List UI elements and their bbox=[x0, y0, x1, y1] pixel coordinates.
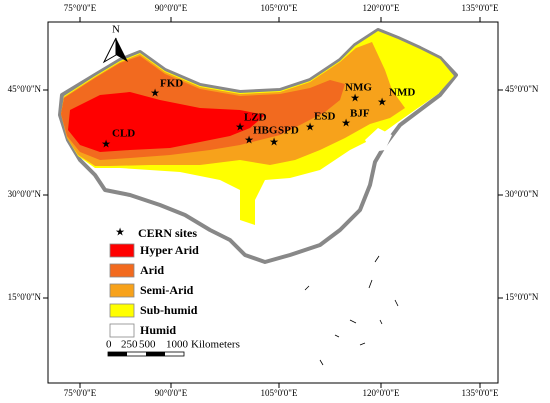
site-marker: ★ bbox=[244, 135, 254, 147]
latitude-label: 45°0'0"N bbox=[505, 84, 539, 94]
latitude-label: 45°0'0"N bbox=[8, 84, 42, 94]
site-marker: ★ bbox=[305, 122, 315, 134]
legend-label: Sub-humid bbox=[140, 303, 198, 317]
latitude-label: 30°0'0"N bbox=[8, 189, 42, 199]
graticule-labels: 75°0'0"E 90°0'0"E 105°0'0"E 120°0'0"E 135°0'… bbox=[8, 3, 539, 398]
legend-label: Semi-Arid bbox=[140, 283, 194, 297]
site-label: LZD bbox=[244, 112, 267, 124]
legend-marker: ★ bbox=[115, 227, 125, 239]
legend-swatch bbox=[109, 323, 135, 338]
site-marker: ★ bbox=[101, 139, 111, 151]
scale-label: Kilometers bbox=[191, 339, 240, 351]
legend-swatch bbox=[109, 263, 135, 278]
longitude-label: 135°0'0"E bbox=[462, 388, 499, 398]
site-label: SPD bbox=[278, 125, 299, 137]
region-polygons bbox=[58, 28, 458, 264]
legend-label: CERN sites bbox=[138, 226, 197, 240]
site-marker: ★ bbox=[150, 88, 160, 100]
longitude-label: 120°0'0"E bbox=[363, 388, 400, 398]
latitude-label: 30°0'0"N bbox=[505, 189, 539, 199]
site-label: NMD bbox=[389, 87, 415, 99]
longitude-label: 90°0'0"E bbox=[155, 3, 188, 13]
legend-label: Humid bbox=[140, 323, 176, 337]
north-label: N bbox=[112, 24, 120, 36]
legend-swatch bbox=[109, 243, 135, 258]
site-label: HBG bbox=[253, 125, 278, 137]
islands bbox=[304, 255, 399, 366]
site-marker: ★ bbox=[269, 137, 279, 149]
longitude-label: 90°0'0"E bbox=[155, 388, 188, 398]
site-label: BJF bbox=[350, 108, 370, 120]
site-label: NMG bbox=[345, 82, 372, 94]
scale-label: 0 bbox=[106, 339, 112, 351]
site-marker: ★ bbox=[350, 93, 360, 105]
latitude-label: 15°0'0"N bbox=[505, 292, 539, 302]
site-label: ESD bbox=[314, 111, 335, 123]
bohai-sea bbox=[365, 128, 392, 152]
legend-label: Hyper Arid bbox=[140, 243, 199, 257]
longitude-label: 105°0'0"E bbox=[261, 388, 298, 398]
longitude-label: 75°0'0"E bbox=[64, 3, 97, 13]
site-label: CLD bbox=[112, 128, 135, 140]
scale-label: 1000 bbox=[166, 339, 189, 351]
graticule-ticks bbox=[43, 17, 503, 388]
hyper-arid-zone bbox=[68, 92, 265, 152]
site-marker: ★ bbox=[235, 122, 245, 134]
sites: ★ CLD ★ FKD ★ LZD ★ HBG ★ SPD ★ ESD ★ BJ… bbox=[101, 78, 415, 151]
legend-label: Arid bbox=[140, 263, 164, 277]
site-label: FKD bbox=[160, 78, 183, 90]
site-marker: ★ bbox=[341, 118, 351, 130]
scale-bar: 0 250 500 1000 Kilometers bbox=[106, 339, 240, 357]
longitude-label: 120°0'0"E bbox=[363, 3, 400, 13]
legend-swatch bbox=[109, 303, 135, 318]
legend-swatch bbox=[109, 283, 135, 298]
north-arrow: N bbox=[102, 24, 128, 64]
latitude-label: 15°0'0"N bbox=[8, 292, 42, 302]
site-marker: ★ bbox=[377, 97, 387, 109]
legend: ★ CERN sites Hyper Arid Arid Semi-Arid Sub-… bbox=[109, 226, 199, 338]
longitude-label: 105°0'0"E bbox=[261, 3, 298, 13]
longitude-label: 135°0'0"E bbox=[462, 3, 499, 13]
scale-label: 250 bbox=[121, 339, 138, 351]
scale-label: 500 bbox=[139, 339, 156, 351]
longitude-label: 75°0'0"E bbox=[64, 388, 97, 398]
